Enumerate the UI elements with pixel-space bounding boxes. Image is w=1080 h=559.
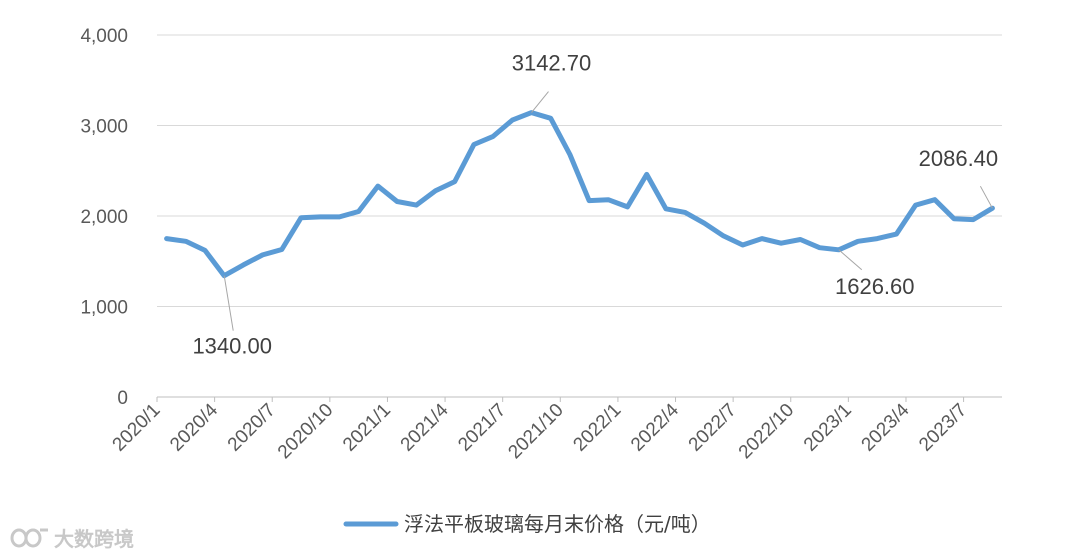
- y-tick-label: 2,000: [80, 207, 128, 228]
- data-label: 1340.00: [192, 334, 272, 359]
- x-tick-label: 2021/4: [397, 399, 453, 455]
- y-axis-tick-labels: 0 1,000 2,000 3,000 4,000: [80, 26, 128, 409]
- legend: 浮法平板玻璃每月末价格（元/吨）: [343, 512, 711, 536]
- x-tick-label: 2022/10: [735, 400, 798, 463]
- gridlines: [157, 34, 1002, 307]
- data-label: 1626.60: [835, 274, 915, 299]
- x-tick-label: 2023/1: [800, 400, 856, 456]
- infinity-logo-icon: [10, 528, 48, 548]
- x-tick-label: 2021/7: [454, 400, 510, 456]
- y-tick-label: 1,000: [80, 298, 128, 319]
- x-tick-label: 2021/10: [504, 400, 567, 463]
- x-tick-label: 2023/4: [858, 399, 914, 455]
- data-label-annotations: 1340.00 3142.70 1626.60 2086.40: [192, 51, 998, 359]
- x-tick-label: 2022/1: [569, 400, 625, 456]
- watermark-text: 大数跨境: [54, 527, 134, 551]
- data-label: 3142.70: [512, 51, 592, 76]
- watermark: 大数跨境: [10, 527, 134, 551]
- annotation-leader: [838, 249, 863, 271]
- y-tick-label: 3,000: [80, 117, 128, 138]
- x-tick-label: 2020/7: [224, 400, 280, 456]
- annotation-leader: [223, 275, 234, 331]
- y-tick-label: 0: [117, 388, 128, 409]
- y-tick-label: 4,000: [80, 26, 128, 47]
- x-tick-label: 2022/7: [685, 400, 741, 456]
- annotation-leader: [531, 91, 549, 113]
- x-tick-label: 2022/4: [627, 399, 683, 455]
- x-tick-label: 2020/10: [274, 400, 337, 463]
- series-line-glass-price: [164, 110, 995, 279]
- data-label: 2086.40: [919, 146, 999, 171]
- annotation-leader: [979, 185, 993, 209]
- x-tick-label: 2021/1: [339, 400, 395, 456]
- x-tick-label: 2020/4: [166, 399, 222, 455]
- x-tick-label: 2023/7: [915, 400, 971, 456]
- legend-label: 浮法平板玻璃每月末价格（元/吨）: [404, 512, 711, 536]
